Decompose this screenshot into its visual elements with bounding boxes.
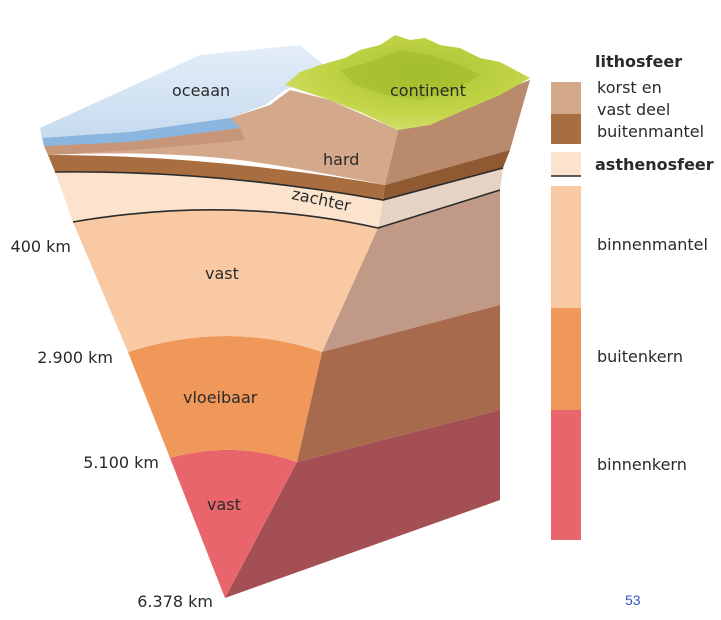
- side-inner-mantle: [322, 190, 500, 352]
- boundary-lines: [54, 167, 504, 229]
- side-inner-core: [225, 410, 500, 598]
- legend-lithosfeer: lithosfeer: [595, 52, 683, 71]
- ocean-surface: [40, 45, 330, 138]
- page-number: 53: [625, 592, 641, 608]
- legend-binnenmantel: binnenmantel: [597, 235, 708, 254]
- boundary-lithosphere: [54, 167, 504, 201]
- depth-5100: 5.100 km: [83, 453, 159, 472]
- depth-400: 400 km: [10, 237, 71, 256]
- side-asthenosphere: [378, 168, 503, 228]
- label-continent: continent: [390, 81, 466, 100]
- legend-asthenosfeer: asthenosfeer: [595, 155, 714, 174]
- side-face: [225, 80, 530, 598]
- continent-highlight: [340, 50, 480, 100]
- legend-korst-line1: korst en: [597, 78, 662, 97]
- label-vast-mantle: vast: [205, 264, 239, 283]
- legend-buitenkern: buitenkern: [597, 347, 683, 366]
- legend-korst-line2: vast deel: [597, 100, 671, 119]
- label-ocean: oceaan: [172, 81, 231, 100]
- side-crust: [385, 80, 530, 185]
- label-vast-core: vast: [207, 495, 241, 514]
- outer-core-layer: [128, 336, 322, 462]
- legend-buitenmantel: buitenmantel: [597, 122, 705, 141]
- ocean-edge: [40, 118, 240, 146]
- ocean-crust-dark: [44, 128, 245, 155]
- legend-swatch-binnenmantel: [551, 186, 581, 308]
- boundary-asthenosphere: [72, 189, 501, 229]
- depth-2900: 2.900 km: [37, 348, 113, 367]
- legend-swatch-asthenosfeer: [551, 152, 581, 176]
- legend-swatch-korst: [551, 82, 581, 114]
- label-vloeibaar: vloeibaar: [183, 388, 258, 407]
- side-outer-core: [297, 305, 500, 462]
- legend-swatch-buitenmantel: [551, 114, 581, 144]
- legend-swatch-buitenkern: [551, 308, 581, 410]
- asthenosphere-layer: [55, 171, 383, 228]
- label-hard: hard: [323, 150, 360, 169]
- inner-mantle-layer: [73, 209, 378, 352]
- legend-swatches: [551, 82, 581, 540]
- side-lithosphere-brown: [383, 150, 510, 200]
- inner-core-layer: [170, 449, 297, 598]
- legend-binnenkern: binnenkern: [597, 455, 687, 474]
- front-face: [42, 90, 398, 598]
- depth-6378: 6.378 km: [137, 592, 213, 611]
- legend-swatch-binnenkern: [551, 410, 581, 540]
